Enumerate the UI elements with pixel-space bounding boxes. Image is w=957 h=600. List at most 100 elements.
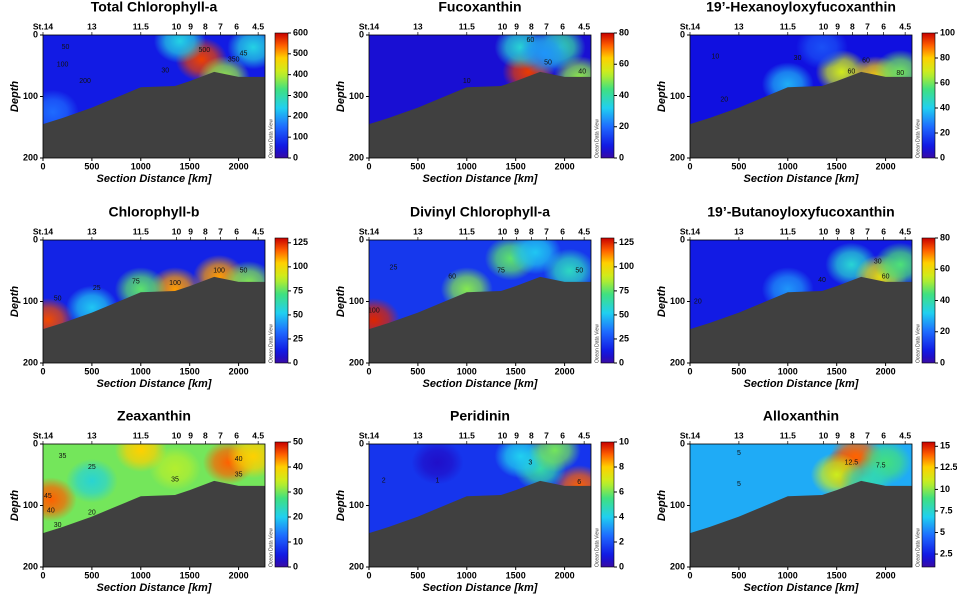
hotspot xyxy=(528,444,581,473)
panel-title: Alloxanthin xyxy=(763,408,839,424)
panel-title: Peridinin xyxy=(450,408,510,424)
station-label: 4.5 xyxy=(578,226,590,236)
colorbar-tick-label: 20 xyxy=(619,121,629,131)
colorbar-tick-label: 0 xyxy=(619,357,624,367)
station-label: 7 xyxy=(218,226,223,236)
station-label: 9 xyxy=(514,226,519,236)
x-tick-label: 0 xyxy=(687,570,692,580)
x-tick-label: 0 xyxy=(40,366,45,376)
seafloor xyxy=(690,276,912,363)
x-axis-label: Section Distance [km] xyxy=(744,582,859,594)
colorbar-tick-label: 0 xyxy=(293,152,298,162)
contour-label: 50 xyxy=(62,44,70,51)
x-tick-label: 2000 xyxy=(876,161,896,171)
x-tick-label: 500 xyxy=(84,161,99,171)
station-label: 11.5 xyxy=(133,226,149,236)
hotspot xyxy=(65,458,118,503)
station-label: 6 xyxy=(881,226,886,236)
panel-title: Total Chlorophyll-a xyxy=(91,0,218,15)
contour-label: 3 xyxy=(528,459,532,466)
panel-title: 19’-Hexanoyloxyfucoxanthin xyxy=(706,0,896,15)
colorbar-tick-label: 10 xyxy=(293,536,303,546)
contour-label: 7.5 xyxy=(876,462,886,469)
colorbar-tick-label: 50 xyxy=(293,436,303,446)
station-label: St.14 xyxy=(359,430,380,440)
x-tick-label: 2000 xyxy=(229,366,249,376)
field: 10 20 30 60 60 80 xyxy=(690,35,912,158)
colorbar-tick-label: 40 xyxy=(940,295,950,305)
station-label: St.14 xyxy=(359,226,380,236)
field: 10 50 60 40 xyxy=(369,35,591,158)
station-label: 13 xyxy=(734,430,744,440)
x-tick-label: 0 xyxy=(366,366,371,376)
y-tick-label: 200 xyxy=(349,152,364,162)
y-tick-label: 200 xyxy=(23,152,38,162)
x-tick-label: 1500 xyxy=(180,161,200,171)
contour-label: 25 xyxy=(390,265,398,272)
colorbar xyxy=(274,441,289,568)
x-tick-label: 500 xyxy=(84,366,99,376)
x-tick-label: 500 xyxy=(731,570,746,580)
y-tick-label: 200 xyxy=(670,357,685,367)
x-tick-label: 500 xyxy=(731,161,746,171)
station-label: 4.5 xyxy=(899,430,911,440)
contour-label: 100 xyxy=(169,280,181,287)
colorbar-tick-label: 40 xyxy=(293,461,303,471)
contour-label: 20 xyxy=(694,298,702,305)
contour-label: 200 xyxy=(79,78,91,85)
field: 50 25 75 100 100 50 xyxy=(43,240,265,363)
colorbar-tick-label: 125 xyxy=(293,237,308,247)
panel: Alloxanthin 5 5 12.5 7.5 St.14 13 11.5 10 9 8 7 6 4.5… xyxy=(656,408,957,594)
colorbar xyxy=(921,32,936,159)
colorbar-tick-label: 100 xyxy=(293,261,308,271)
colorbar-tick-label: 60 xyxy=(940,77,950,87)
colorbar-tick-label: 500 xyxy=(293,48,308,58)
x-tick-label: 500 xyxy=(84,570,99,580)
station-label: 10 xyxy=(819,21,829,31)
y-tick-label: 0 xyxy=(33,438,38,448)
contour-label: 5 xyxy=(737,450,741,457)
station-label: St.14 xyxy=(680,430,701,440)
colorbar-tick-label: 60 xyxy=(619,59,629,69)
colorbar-tick-label: 20 xyxy=(940,127,950,137)
station-label: 4.5 xyxy=(899,226,911,236)
panel-title: Fucoxanthin xyxy=(438,0,521,15)
contour-label: 350 xyxy=(228,56,240,63)
colorbar-tick-label: 80 xyxy=(619,27,629,37)
station-label: 4.5 xyxy=(578,21,590,31)
station-label: 6 xyxy=(560,226,565,236)
contour-label: 35 xyxy=(59,453,67,460)
station-label: 8 xyxy=(203,430,208,440)
y-tick-label: 100 xyxy=(670,296,685,306)
contour-label: 60 xyxy=(448,274,456,281)
hotspot xyxy=(509,240,562,275)
field: 25 60 75 50 100 xyxy=(369,240,591,363)
colorbar-tick-label: 0 xyxy=(940,152,945,162)
colorbar-tick-label: 200 xyxy=(293,111,308,121)
colorbar-tick-label: 75 xyxy=(619,285,629,295)
colorbar-tick-label: 30 xyxy=(293,486,303,496)
station-label: St.14 xyxy=(359,21,380,31)
y-tick-label: 100 xyxy=(23,91,38,101)
contour-label: 35 xyxy=(171,477,179,484)
colorbar-tick-label: 0 xyxy=(940,357,945,367)
colorbar-tick-label: 40 xyxy=(940,102,950,112)
x-tick-label: 500 xyxy=(410,366,425,376)
contour-label: 25 xyxy=(93,285,101,292)
colorbar-tick-label: 20 xyxy=(293,511,303,521)
station-label: 8 xyxy=(850,226,855,236)
y-tick-label: 200 xyxy=(670,561,685,571)
colorbar-tick-label: 0 xyxy=(293,561,298,571)
x-tick-label: 1000 xyxy=(778,366,798,376)
x-tick-label: 2000 xyxy=(229,570,249,580)
contour-label: 30 xyxy=(161,68,169,75)
contour-label: 60 xyxy=(526,37,534,44)
seafloor xyxy=(369,480,591,567)
colorbar-tick-label: 20 xyxy=(940,326,950,336)
station-label: 9 xyxy=(514,21,519,31)
station-label: 11.5 xyxy=(459,226,475,236)
station-label: 10 xyxy=(498,226,508,236)
y-tick-label: 0 xyxy=(33,234,38,244)
